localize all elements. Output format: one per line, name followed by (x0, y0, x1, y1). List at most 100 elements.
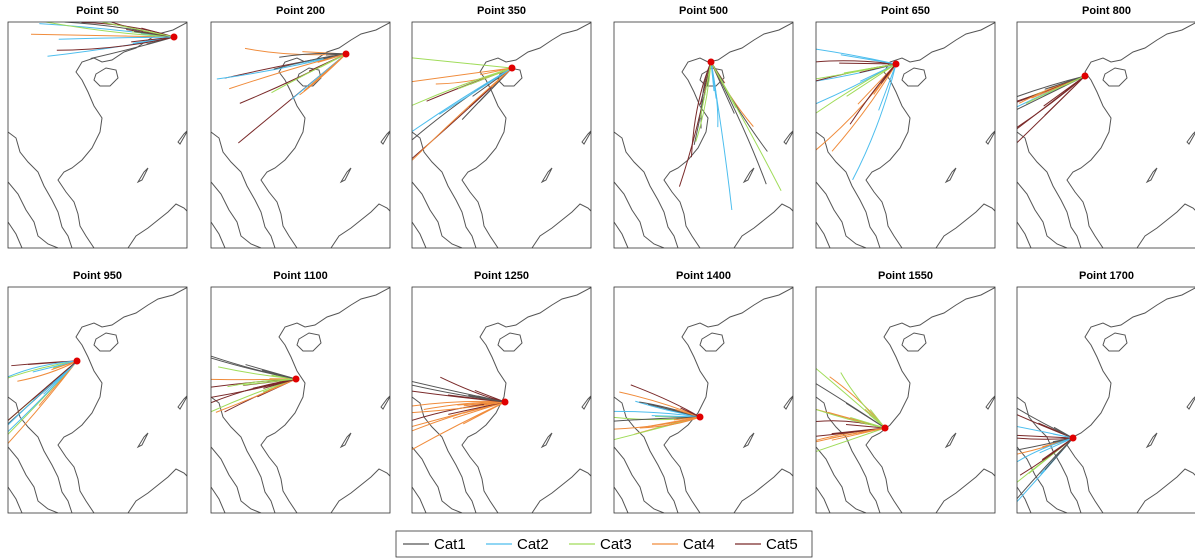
track (412, 381, 506, 403)
map-content (1017, 287, 1195, 513)
point-marker (892, 60, 900, 68)
map-panel (210, 21, 391, 249)
panel-frame (613, 21, 794, 249)
track (816, 427, 886, 443)
coastline (1017, 22, 1195, 248)
coastline (412, 287, 591, 513)
panel-title: Point 1550 (878, 270, 933, 282)
panel-title: Point 1100 (273, 270, 327, 282)
track (614, 416, 701, 441)
point-marker (508, 64, 516, 72)
track (229, 53, 347, 90)
panel-frame (210, 286, 391, 514)
island (296, 332, 322, 352)
island (901, 332, 927, 352)
track (816, 383, 886, 429)
map-panel (815, 286, 996, 514)
coastline (8, 22, 187, 248)
track (1017, 75, 1086, 128)
panel-title: Point 950 (73, 270, 122, 282)
track (816, 63, 897, 114)
point-marker (292, 375, 300, 383)
track (1017, 425, 1074, 439)
panel-title: Point 1400 (676, 270, 731, 282)
track (1017, 407, 1074, 439)
map-content (211, 287, 390, 513)
island (93, 332, 119, 352)
island (699, 332, 725, 352)
panel-title: Point 650 (881, 5, 930, 17)
point-marker (170, 33, 178, 41)
coastline (614, 22, 793, 248)
point-marker (73, 357, 81, 365)
track (218, 366, 297, 380)
point-marker (696, 413, 704, 421)
track (98, 22, 175, 38)
track (816, 63, 897, 80)
point-marker (707, 58, 715, 66)
map-content (8, 287, 187, 513)
map-panel (7, 286, 188, 514)
point-marker (501, 398, 509, 406)
coastline (211, 22, 390, 248)
legend-label: Cat1 (434, 536, 466, 553)
map-content (8, 22, 187, 248)
track (412, 384, 506, 403)
map-panel (7, 21, 188, 249)
coastline (1017, 287, 1195, 513)
panel-title: Point 50 (76, 5, 119, 17)
track (816, 48, 897, 65)
island (93, 67, 119, 87)
track (710, 61, 768, 152)
panel-frame (1016, 21, 1195, 249)
track (211, 378, 297, 381)
track (8, 360, 78, 422)
point-marker (1081, 72, 1089, 80)
panel-title: Point 500 (679, 5, 728, 17)
track (1017, 437, 1074, 500)
panel-title: Point 350 (477, 5, 526, 17)
map-panel (411, 286, 592, 514)
panel-frame (7, 286, 188, 514)
track (840, 372, 886, 429)
coastline (816, 22, 995, 248)
map-content (412, 22, 591, 248)
map-content (211, 22, 390, 248)
track (1017, 414, 1074, 439)
track (1017, 75, 1086, 144)
map-panel (1016, 21, 1195, 249)
map-panel (613, 21, 794, 249)
track (1017, 75, 1086, 103)
legend-label: Cat5 (766, 536, 798, 553)
map-panel (1016, 286, 1195, 514)
panel-title: Point 1700 (1079, 270, 1134, 282)
map-panel (210, 286, 391, 514)
track (412, 67, 513, 161)
track (614, 410, 701, 418)
map-content (614, 22, 793, 248)
point-marker (342, 50, 350, 58)
track (412, 401, 506, 451)
panel-frame (411, 21, 592, 249)
track (852, 63, 897, 181)
panel-frame (815, 21, 996, 249)
track (412, 57, 513, 69)
map-content (614, 287, 793, 513)
coastline (614, 287, 793, 513)
track (639, 401, 701, 418)
legend: Cat1 Cat2 Cat3 Cat4 Cat5 (395, 530, 813, 558)
track (8, 360, 78, 433)
track (412, 67, 513, 106)
panel-frame (613, 286, 794, 514)
point-marker (1069, 434, 1077, 442)
track (412, 67, 513, 83)
track (710, 61, 767, 185)
panel-frame (815, 286, 996, 514)
point-marker (881, 424, 889, 432)
track (710, 61, 782, 191)
island (497, 332, 523, 352)
map-panel (411, 21, 592, 249)
map-content (816, 22, 995, 248)
track (678, 61, 712, 187)
